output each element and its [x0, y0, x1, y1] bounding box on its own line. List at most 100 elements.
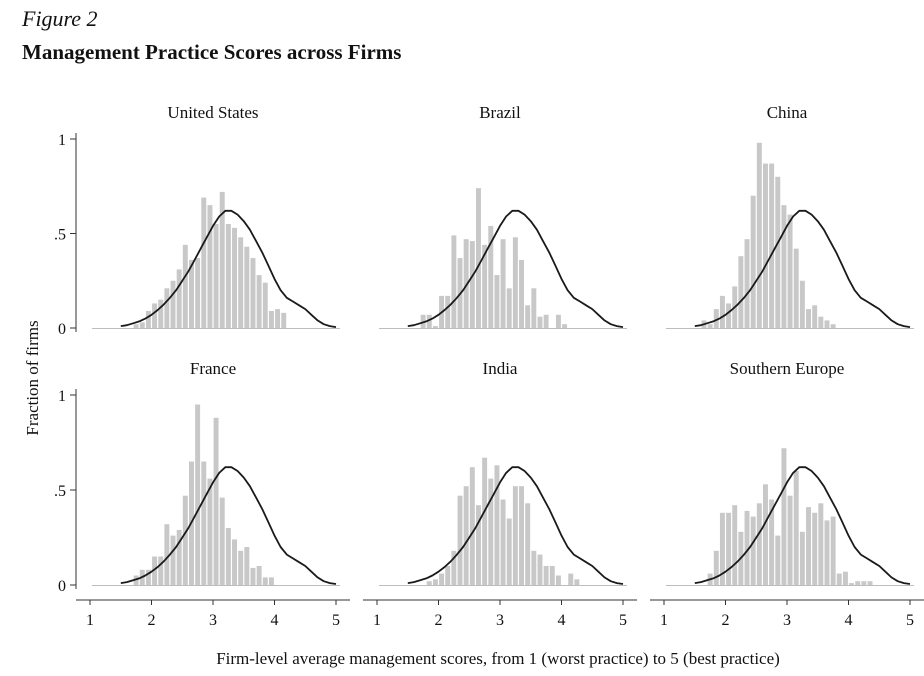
- x-tick-label: 2: [435, 612, 443, 629]
- y-tick-label: 1: [58, 388, 66, 405]
- histogram-bar: [713, 309, 719, 328]
- figure-title: Management Practice Scores across Firms: [22, 40, 402, 64]
- panel-india: India 1 2 3 4 5: [363, 359, 637, 629]
- density-curve: [120, 466, 337, 585]
- x-tick-label: 5: [906, 612, 914, 629]
- histogram-bar: [275, 309, 281, 328]
- histogram-bar: [164, 524, 170, 585]
- histogram-bar: [830, 516, 836, 585]
- x-tick-label: 2: [722, 612, 730, 629]
- histogram-bar: [543, 314, 549, 328]
- histogram-bar: [152, 556, 158, 585]
- histogram-bar: [756, 142, 762, 328]
- histogram-bar: [152, 303, 158, 328]
- histogram-bar: [500, 499, 506, 585]
- histogram-bar: [158, 299, 164, 328]
- panel-france: France 0 .5 1 1 2 3 4 5: [54, 359, 350, 629]
- histogram-bar: [787, 495, 793, 585]
- histogram-bar: [713, 550, 719, 585]
- histogram-bar: [506, 288, 512, 328]
- histogram-bar: [476, 505, 481, 585]
- density-curve: [694, 209, 911, 328]
- histogram-bar: [519, 486, 524, 585]
- histogram-bar: [469, 467, 475, 585]
- histogram-bar: [525, 503, 531, 585]
- histogram-bar: [262, 282, 268, 328]
- histogram-bar: [793, 471, 799, 585]
- y-tick-label: 0: [58, 321, 66, 338]
- histogram-bar: [555, 314, 561, 328]
- histogram-bar: [426, 314, 432, 328]
- histogram-bar: [176, 269, 182, 328]
- histogram-bar: [250, 567, 256, 585]
- histogram-bar: [256, 566, 262, 585]
- histogram-bar: [806, 309, 811, 328]
- histogram-bar: [769, 163, 775, 328]
- histogram-bar: [250, 258, 256, 328]
- x-tick-label: 3: [209, 612, 217, 629]
- histogram-bar: [849, 583, 855, 585]
- histogram-bar: [855, 581, 861, 585]
- histogram-bar: [763, 484, 768, 585]
- histogram-bar: [799, 531, 805, 585]
- histogram-bar: [195, 404, 201, 585]
- histogram-bar: [457, 495, 463, 585]
- histogram-bar: [225, 224, 231, 328]
- x-tick-label: 4: [271, 612, 279, 629]
- histogram-bar: [574, 579, 580, 585]
- histogram-bar: [164, 288, 170, 328]
- histogram-bar: [213, 224, 219, 328]
- histogram-bar: [494, 465, 500, 585]
- histogram-bar: [836, 573, 842, 585]
- density-curve: [407, 466, 624, 585]
- histogram-bar: [531, 550, 537, 585]
- histogram-bar: [756, 503, 762, 585]
- histogram-bar: [719, 512, 725, 585]
- histogram-bar: [238, 237, 244, 328]
- histogram-bar: [244, 246, 250, 328]
- histogram-bar: [189, 259, 194, 328]
- histogram-bar: [775, 535, 781, 585]
- histogram-bar: [842, 571, 848, 585]
- histogram-bar: [268, 577, 274, 585]
- histogram-bar: [531, 288, 537, 328]
- histogram-bar: [176, 529, 182, 585]
- y-tick-label: .5: [54, 227, 66, 244]
- histogram-bar: [812, 512, 818, 585]
- histogram-bar: [555, 575, 561, 585]
- histogram-bar: [463, 486, 469, 585]
- histogram-bar: [170, 280, 176, 328]
- histogram-bar: [451, 235, 457, 328]
- histogram-bar: [750, 195, 756, 328]
- x-tick-label: 1: [86, 612, 94, 629]
- y-tick-label: 1: [58, 132, 66, 149]
- histogram-bar: [225, 528, 231, 585]
- panel-title: Brazil: [479, 103, 521, 122]
- density-curve: [407, 209, 624, 328]
- histogram-bar: [463, 239, 469, 328]
- histogram-bar: [787, 214, 793, 328]
- histogram-bar: [244, 547, 250, 585]
- x-tick-label: 3: [496, 612, 504, 629]
- figure-label: Figure 2: [22, 6, 98, 31]
- histogram-bar: [806, 507, 811, 585]
- histogram-bar: [268, 310, 274, 328]
- histogram-bar: [732, 505, 738, 585]
- panel-title: China: [767, 103, 808, 122]
- histogram-bar: [219, 497, 225, 585]
- y-axis-label: Fraction of firms: [23, 320, 42, 435]
- histogram-bar: [744, 239, 750, 328]
- histogram-bar: [537, 554, 543, 585]
- panel-southern-europe: Southern Europe 1 2 3 4 5: [650, 359, 924, 629]
- histogram-bar: [799, 280, 805, 328]
- histogram-bar: [420, 314, 426, 328]
- histogram-bar: [549, 566, 555, 585]
- histogram-bar: [812, 305, 818, 328]
- histogram-bar: [793, 248, 799, 328]
- histogram-bar: [281, 312, 287, 328]
- histogram-bar: [719, 295, 725, 328]
- histogram-bar: [170, 535, 176, 585]
- x-axis-label: Firm-level average management scores, fr…: [216, 649, 780, 668]
- histogram-bar: [219, 191, 225, 328]
- histogram-bar: [145, 310, 151, 328]
